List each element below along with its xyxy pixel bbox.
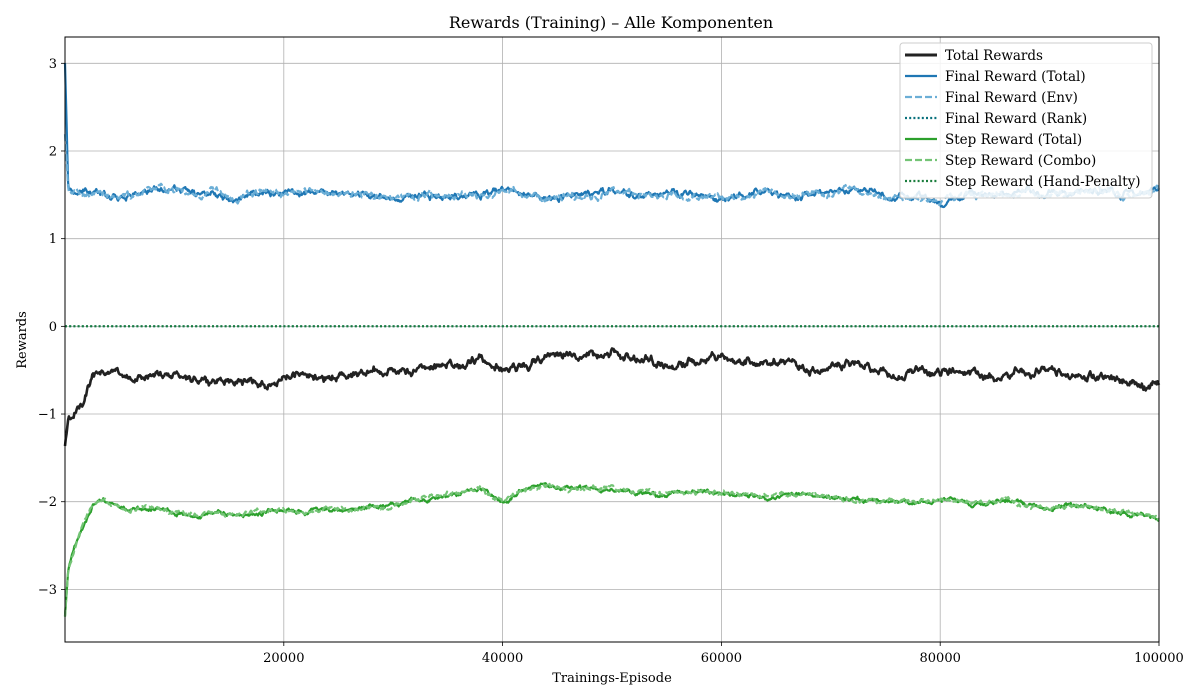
y-tick-label: 1 xyxy=(49,232,57,247)
series-line-6 xyxy=(63,481,1160,617)
x-axis-label: Trainings-Episode xyxy=(552,671,672,686)
plot-frame xyxy=(64,36,1160,643)
legend-label: Final Reward (Rank) xyxy=(945,111,1087,127)
y-tick-label: −2 xyxy=(38,495,57,510)
x-tick-label: 20000 xyxy=(263,651,304,666)
legend: Total Rewards Final Reward (Total) Final R… xyxy=(899,42,1153,199)
legend-label: Final Reward (Env) xyxy=(945,90,1078,106)
ticks: 20000 40000 60000 80000 100000 −3 −2 −1 0 1 2 3 xyxy=(38,57,1184,666)
legend-label: Step Reward (Hand-Penalty) xyxy=(945,174,1141,190)
legend-label: Step Reward (Total) xyxy=(945,132,1082,148)
y-tick-label: −1 xyxy=(38,408,57,423)
legend-label: Total Rewards xyxy=(945,48,1043,64)
x-tick-label: 60000 xyxy=(701,651,742,666)
y-tick-label: 2 xyxy=(49,144,57,159)
chart-title: Rewards (Training) – Alle Komponenten xyxy=(449,13,773,32)
legend-label: Final Reward (Total) xyxy=(945,69,1086,85)
y-axis-label: Rewards xyxy=(15,311,30,369)
legend-label: Step Reward (Combo) xyxy=(945,153,1096,169)
series-line-5 xyxy=(63,482,1160,617)
series-line-1 xyxy=(63,347,1161,447)
x-tick-label: 80000 xyxy=(920,651,961,666)
y-tick-label: 0 xyxy=(49,320,57,335)
y-tick-label: −3 xyxy=(38,583,57,598)
x-tick-label: 40000 xyxy=(482,651,523,666)
x-tick-label: 100000 xyxy=(1134,651,1184,666)
y-tick-label: 3 xyxy=(49,57,57,72)
legend-box xyxy=(899,42,1153,199)
